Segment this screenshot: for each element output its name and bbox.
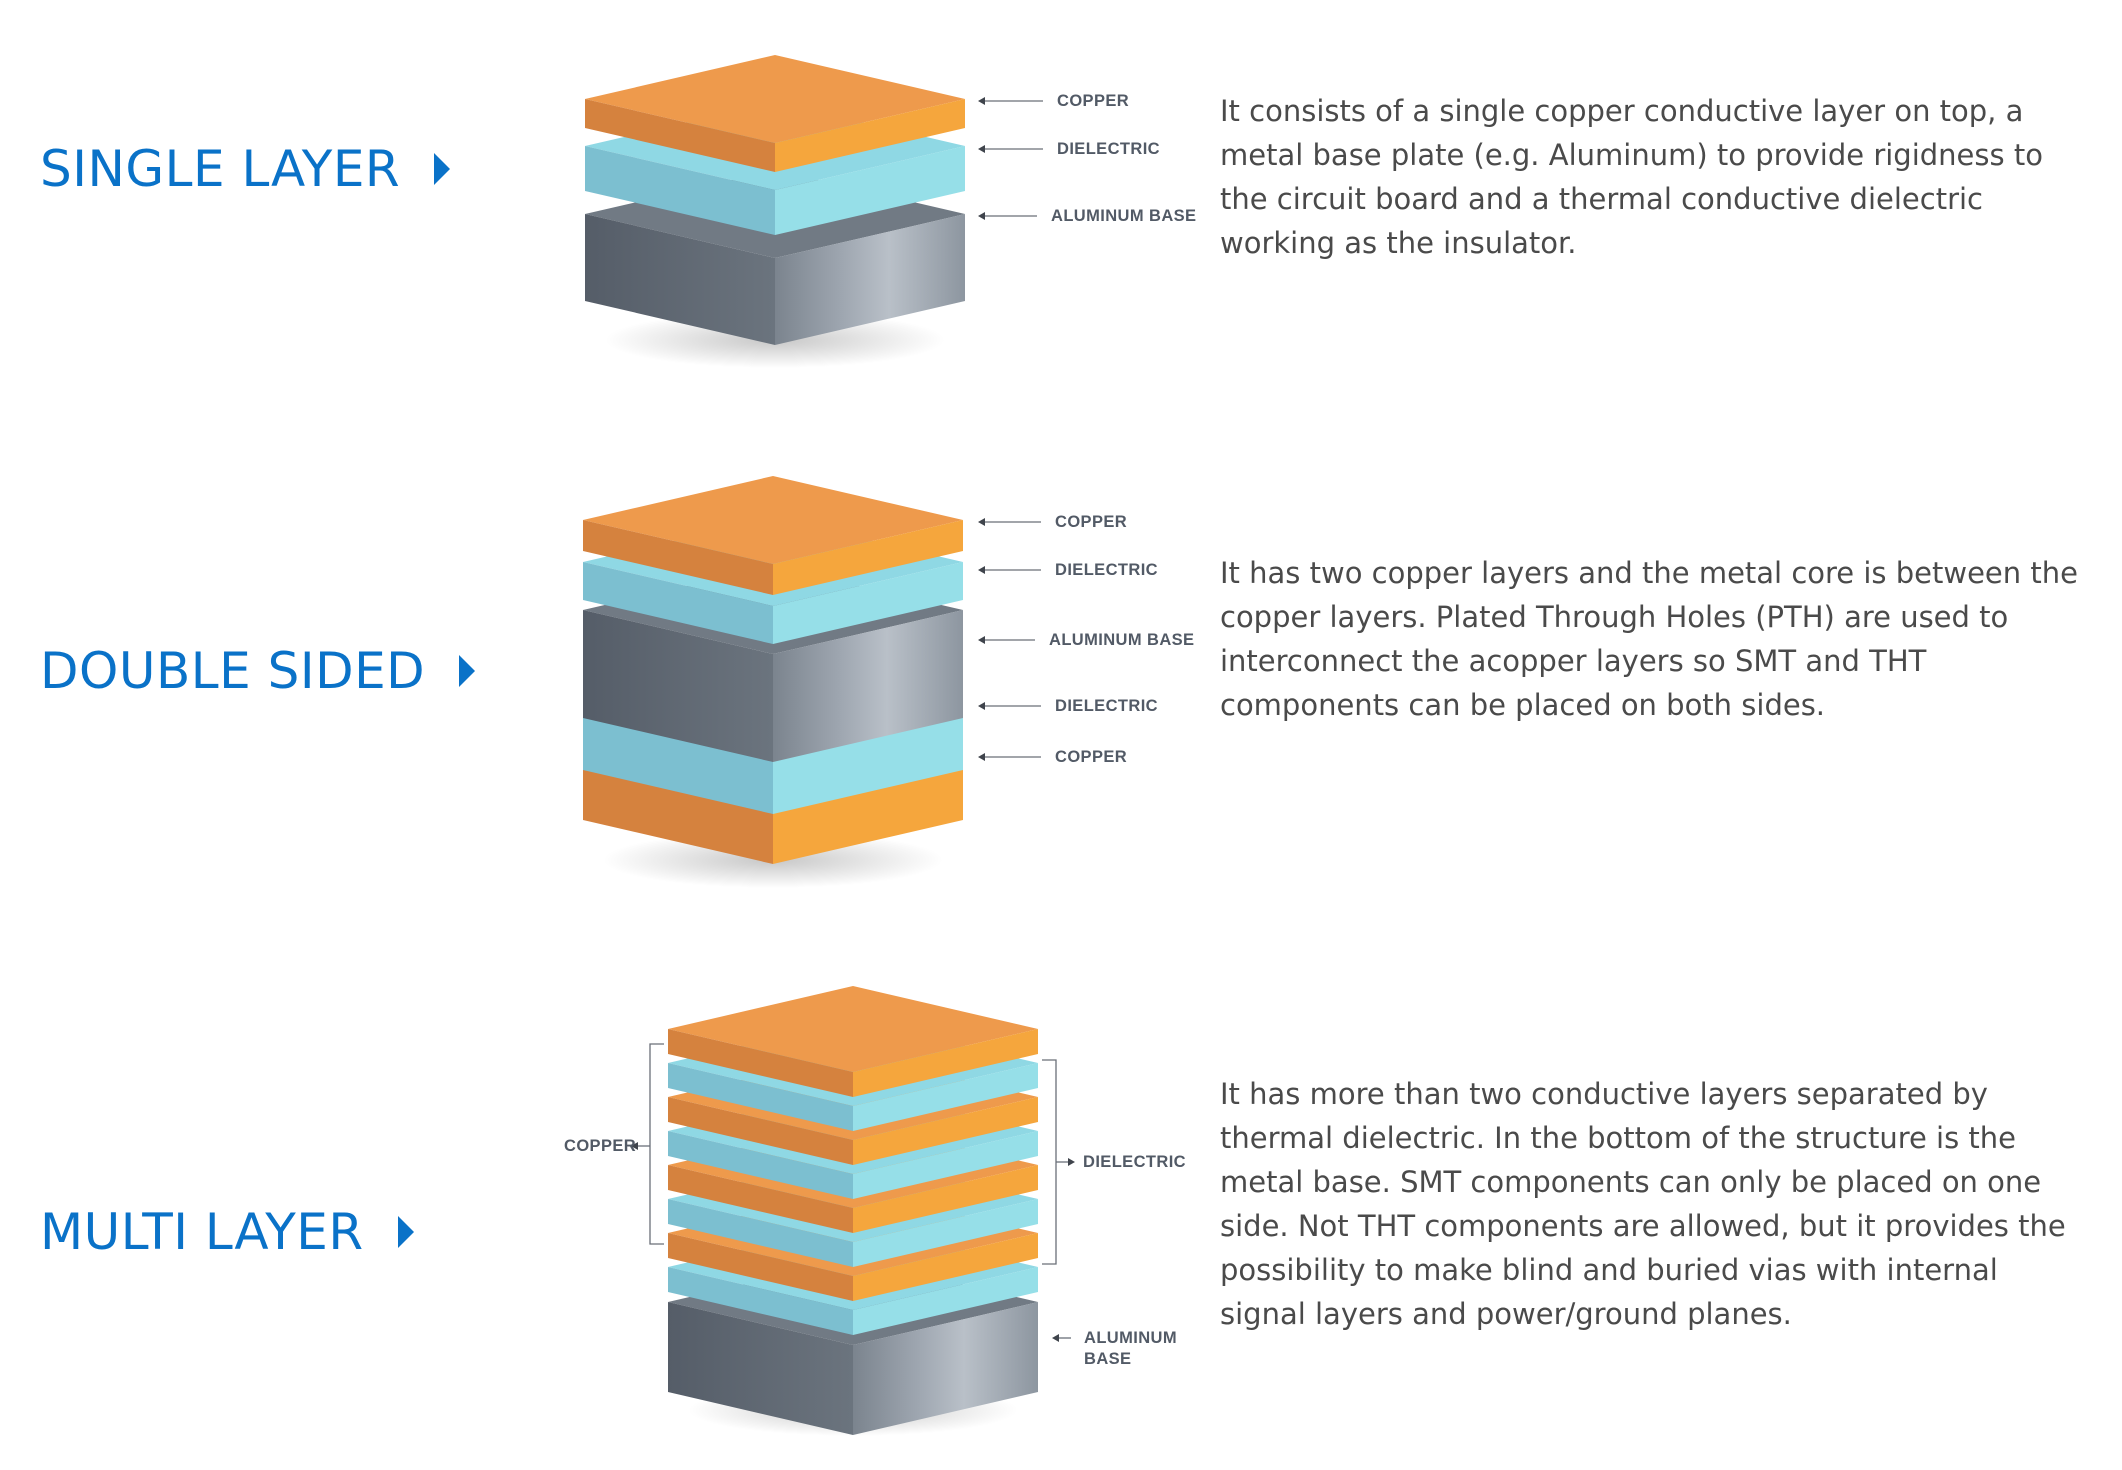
label-dielectric: DIELECTRIC [1055, 561, 1158, 579]
label-copper: COPPER [564, 1137, 636, 1155]
label-base: BASE [1084, 1350, 1131, 1368]
callout-aluminum-base: ALUMINUM BASE [978, 631, 1194, 649]
caret-right-icon [434, 152, 451, 185]
label-copper: COPPER [1055, 513, 1127, 531]
callout-dielectric: DIELECTRIC [1042, 1059, 1186, 1265]
label-dielectric: DIELECTRIC [1083, 1153, 1186, 1171]
callout-dielectric-bottom: DIELECTRIC [978, 697, 1158, 715]
double-sided-diagram: COPPER DIELECTRIC ALUMINUM BASE DIELECTR… [583, 476, 1194, 888]
callout-copper: COPPER [564, 1043, 664, 1245]
label-aluminum-base: ALUMINUM BASE [1051, 207, 1196, 225]
section-description: It has more than two conductive layers s… [1220, 1077, 2066, 1331]
callout-dielectric: DIELECTRIC [978, 140, 1160, 158]
label-aluminum: ALUMINUM [1084, 1329, 1177, 1347]
label-copper: COPPER [1057, 92, 1129, 110]
label-aluminum-base: ALUMINUM BASE [1049, 631, 1194, 649]
section-double-sided: DOUBLE SIDED [0, 420, 2122, 920]
section-title: DOUBLE SIDED [40, 642, 426, 700]
callout-aluminum-base: ALUMINUM BASE [1052, 1329, 1177, 1368]
single-layer-diagram: COPPER DIELECTRIC ALUMINUM BASE [585, 55, 1196, 368]
caret-right-icon [397, 1215, 414, 1248]
callout-copper-bottom: COPPER [978, 748, 1127, 766]
callout-aluminum-base: ALUMINUM BASE [978, 207, 1196, 225]
callout-copper: COPPER [978, 513, 1127, 531]
section-heading-multi-layer[interactable]: MULTI LAYER [40, 1203, 414, 1261]
top-copper-layer [583, 476, 963, 595]
section-title: MULTI LAYER [40, 1203, 364, 1261]
callout-dielectric: DIELECTRIC [978, 561, 1158, 579]
label-copper-bottom: COPPER [1055, 748, 1127, 766]
copper-layer [585, 55, 965, 172]
section-description: It consists of a single copper conductiv… [1220, 94, 2043, 260]
callout-copper: COPPER [978, 92, 1129, 110]
section-heading-single-layer[interactable]: SINGLE LAYER [40, 140, 451, 198]
multi-layer-diagram: COPPER DIELECTRIC ALUMINUM BASE [564, 986, 1186, 1436]
section-single-layer: SINGLE LAYER COPPER [0, 0, 2122, 400]
label-dielectric-bottom: DIELECTRIC [1055, 697, 1158, 715]
section-description: It has two copper layers and the metal c… [1220, 556, 2078, 722]
section-heading-double-sided[interactable]: DOUBLE SIDED [40, 642, 476, 700]
label-dielectric: DIELECTRIC [1057, 140, 1160, 158]
caret-right-icon [459, 654, 476, 687]
section-multi-layer: MULTI LAYER [0, 940, 2122, 1470]
copper-layer-1 [668, 986, 1038, 1097]
section-title: SINGLE LAYER [40, 140, 401, 198]
